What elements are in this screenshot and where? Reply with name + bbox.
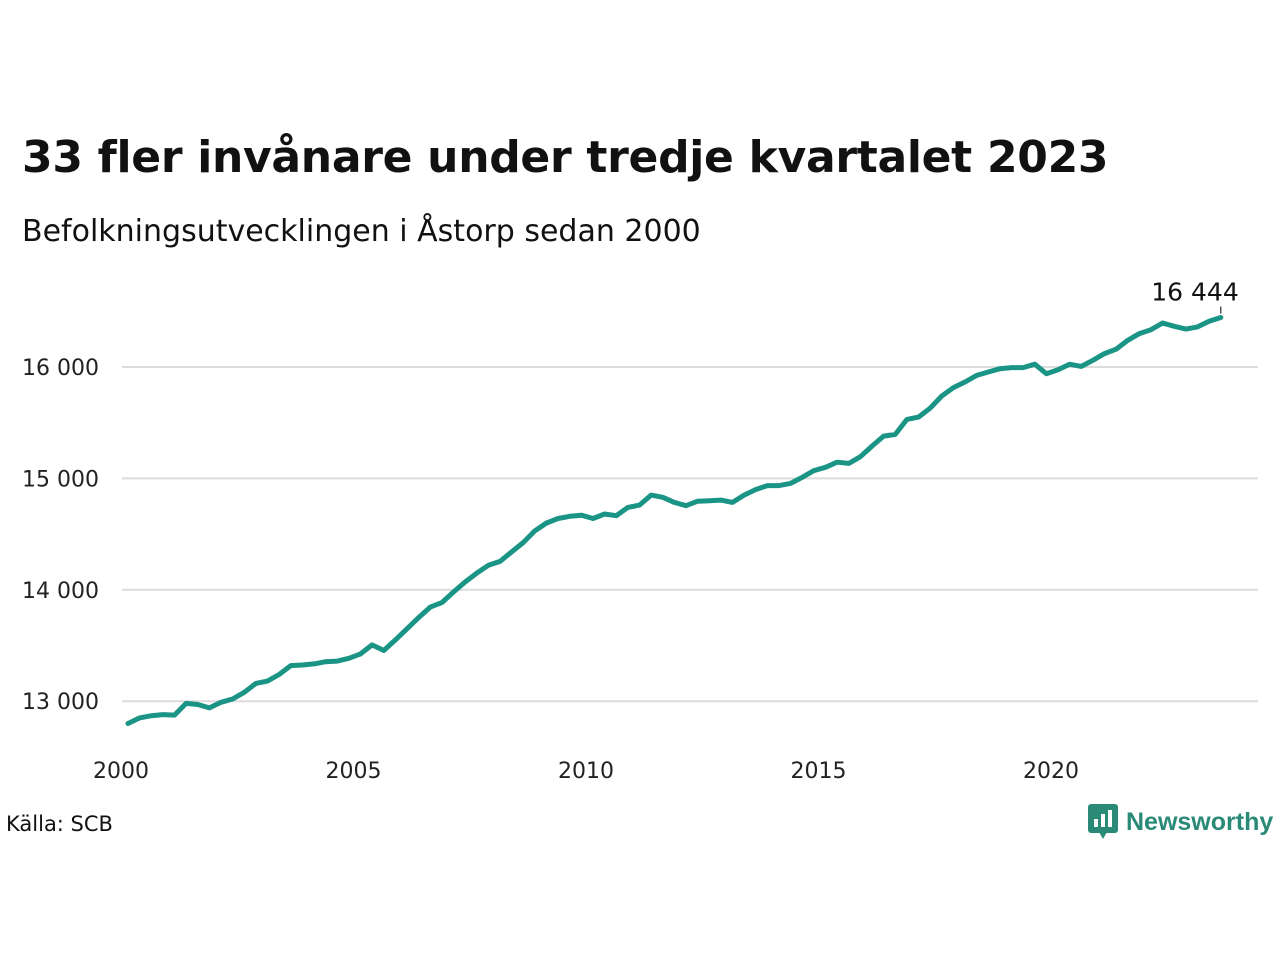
newsworthy-logo-icon [1088, 804, 1118, 839]
x-tick-label: 2020 [1023, 759, 1079, 784]
x-axis: 2000 2005 2010 2015 2020 [93, 759, 1079, 784]
chart-subtitle: Befolkningsutvecklingen i Åstorp sedan 2… [22, 214, 701, 249]
x-tick-label: 2000 [93, 759, 149, 784]
x-tick-label: 2005 [326, 759, 382, 784]
brand-logo[interactable]: Newsworthy [1088, 804, 1273, 840]
y-tick-label: 13 000 [22, 690, 99, 715]
series-line [125, 315, 1224, 726]
annotation-layer: 16 444 [1151, 278, 1239, 314]
x-tick-label: 2015 [791, 759, 847, 784]
last-value-label: 16 444 [1151, 278, 1238, 307]
series-layer [125, 315, 1224, 726]
y-axis: 13 000 14 000 15 000 16 000 [22, 356, 99, 715]
y-tick-label: 15 000 [22, 467, 99, 492]
y-tick-label: 14 000 [22, 579, 99, 604]
x-tick-label: 2010 [558, 759, 614, 784]
brand-name: Newsworthy [1126, 807, 1274, 836]
source-note: Källa: SCB [6, 812, 113, 836]
chart-title: 33 fler invånare under tredje kvartalet … [22, 132, 1109, 183]
grid-lines [122, 366, 1258, 703]
y-tick-label: 16 000 [22, 356, 99, 381]
